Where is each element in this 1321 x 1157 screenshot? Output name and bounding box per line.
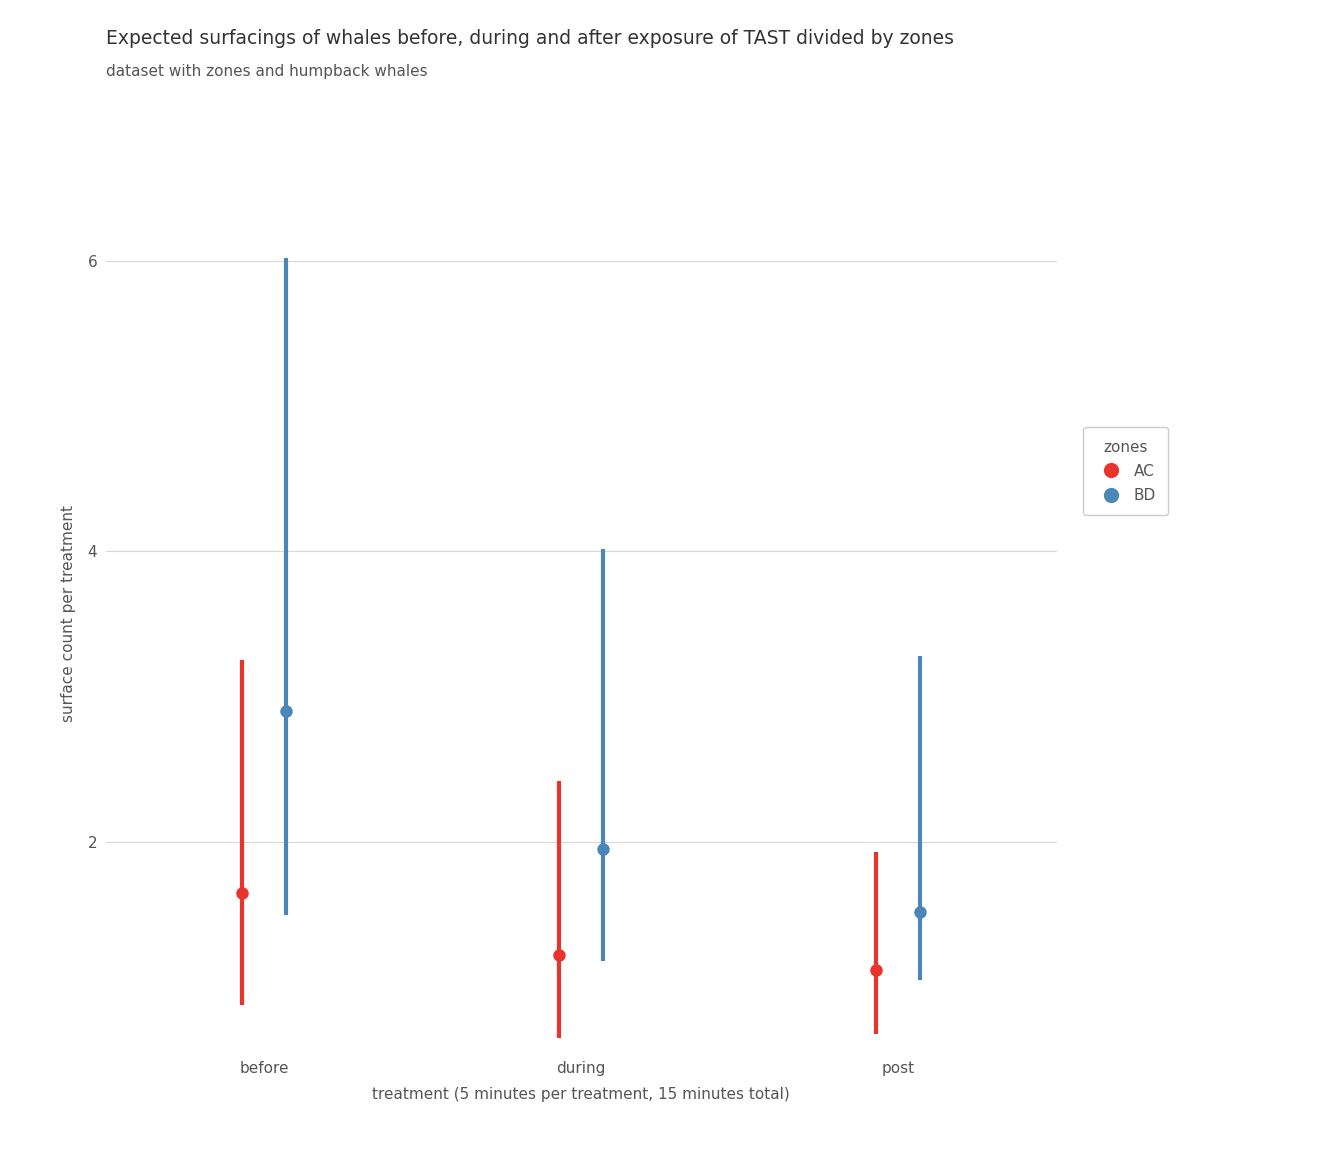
X-axis label: treatment (5 minutes per treatment, 15 minutes total): treatment (5 minutes per treatment, 15 m… (373, 1088, 790, 1103)
Text: Expected surfacings of whales before, during and after exposure of TAST divided : Expected surfacings of whales before, du… (106, 29, 954, 47)
Y-axis label: surface count per treatment: surface count per treatment (62, 504, 77, 722)
Text: dataset with zones and humpback whales: dataset with zones and humpback whales (106, 64, 427, 79)
Legend: AC, BD: AC, BD (1083, 427, 1168, 515)
